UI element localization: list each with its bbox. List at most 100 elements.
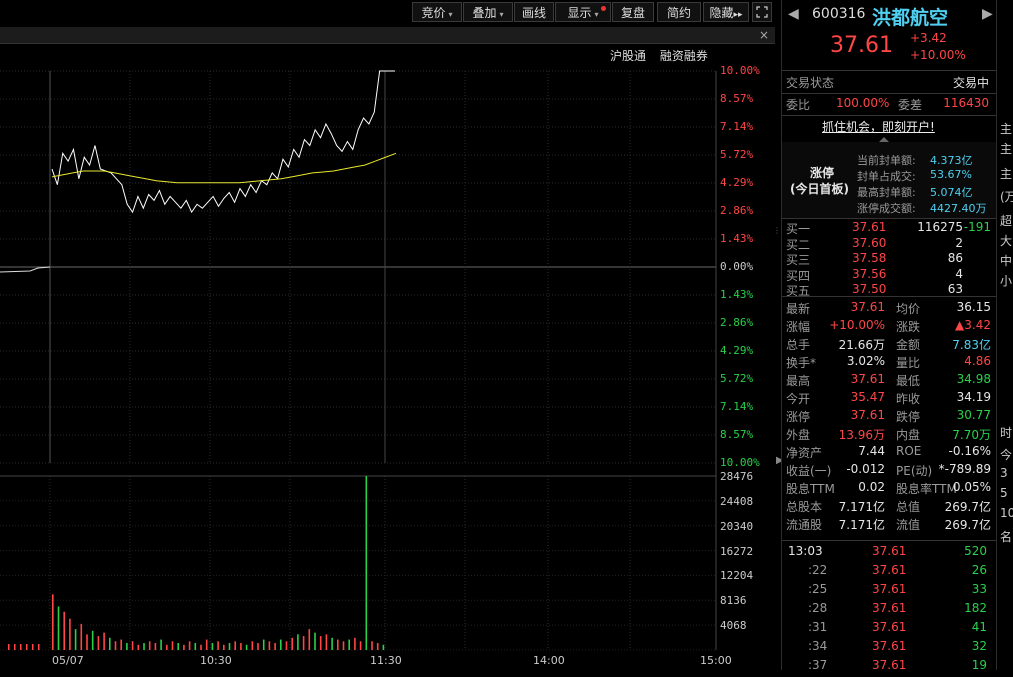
stock-name: 洪都航空 [872, 7, 949, 29]
side-strip-label: 大 [1000, 234, 1013, 248]
time-tick-label: 10:30 [200, 654, 232, 667]
pct-tick-label: 10.00% [720, 64, 760, 77]
volume-bar [337, 639, 339, 650]
volume-bar [38, 644, 40, 650]
volume-bar [354, 637, 356, 650]
volume-bar [376, 643, 379, 650]
tick-row[interactable]: :28 37.61 182 [808, 601, 987, 615]
price-line [51, 70, 395, 214]
replay-button[interactable]: 复盘 [612, 2, 654, 22]
volume-bar [228, 643, 231, 650]
volume-bar [382, 644, 385, 650]
pct-tick-label: 7.14% [720, 400, 754, 413]
open-account-link[interactable]: 抓住机会，即刻开户! [822, 120, 935, 134]
tick-row[interactable]: :37 37.61 19 [808, 658, 987, 672]
volume-bar [26, 644, 28, 650]
tick-row[interactable]: :34 37.61 32 [808, 639, 987, 653]
simple-mode-button[interactable]: 简约 [657, 2, 701, 22]
display-button[interactable]: 显示 ▾ [555, 2, 611, 22]
bid-level-row[interactable]: 买五 37.50 63 [786, 282, 963, 298]
tick-row[interactable]: :31 37.61 41 [808, 620, 987, 634]
pct-tick-label: 5.72% [720, 148, 754, 161]
volume-bar [183, 644, 185, 650]
hide-button[interactable]: 隐藏▸▸ [703, 2, 749, 22]
volume-bar [205, 639, 208, 650]
pre-market-line [0, 266, 51, 273]
volume-bar [97, 636, 100, 650]
volume-bar [245, 644, 248, 650]
volume-bar [268, 641, 271, 650]
volume-bar [20, 644, 22, 650]
next-stock-icon[interactable]: ▶ [982, 6, 993, 22]
volume-bar [325, 634, 328, 650]
volume-bar [359, 641, 362, 650]
volume-bar [331, 637, 333, 650]
volume-bar [52, 594, 54, 650]
volume-bar [223, 644, 225, 650]
volume-bar [319, 636, 322, 650]
bid-level-row[interactable]: 买一 37.61 116275 -191 [786, 220, 991, 236]
pct-tick-label: 1.43% [720, 232, 754, 245]
volume-bar [314, 632, 316, 650]
side-strip-label: 时 [1000, 426, 1013, 440]
volume-tick-label: 12204 [720, 569, 754, 583]
volume-bar [143, 643, 145, 650]
bid-level-row[interactable]: 买三 37.58 86 [786, 251, 963, 267]
tick-row[interactable]: :25 37.61 33 [808, 582, 987, 596]
bid-level-row[interactable]: 买四 37.56 4 [786, 266, 963, 283]
overlay-button[interactable]: 叠加 ▾ [463, 2, 513, 22]
price-change: +3.42 [910, 31, 947, 45]
intraday-chart[interactable] [0, 0, 778, 670]
volume-bar [126, 643, 128, 650]
pct-tick-label: 4.29% [720, 176, 754, 189]
volume-bar [262, 639, 265, 650]
volume-bar [371, 641, 373, 650]
volume-bar [171, 641, 174, 650]
quote-stat-row: 净资产 7.44 ROE -0.16% [786, 444, 991, 460]
collapse-panel-icon[interactable]: ▶ [776, 455, 784, 466]
volume-bar [342, 641, 345, 650]
volume-bar [32, 644, 34, 650]
order-ratio-row: 委比 100.00% 委差 116430 [786, 96, 989, 112]
prev-stock-icon[interactable]: ◀ [788, 6, 799, 22]
volume-bar [69, 618, 71, 650]
expand-icon[interactable] [752, 2, 772, 22]
side-strip-label: 主 [1000, 122, 1013, 136]
side-strip-label: (万 [1000, 190, 1013, 204]
volume-tick-label: 8136 [720, 594, 747, 608]
volume-tick-label: 4068 [720, 619, 747, 633]
time-tick-label: 11:30 [370, 654, 402, 667]
auction-button[interactable]: 竞价 ▾ [412, 2, 462, 22]
volume-bar [365, 476, 368, 650]
volume-bar [166, 644, 168, 650]
quote-panel: ◀ 600316 洪都航空 ▶ 37.61 +3.42 +10.00% 交易状态… [781, 0, 997, 672]
quote-stat-row: 换手* 3.02% 量比 4.86 [786, 354, 991, 370]
volume-bar [297, 634, 299, 650]
side-strip-label: 中 [1000, 254, 1013, 268]
pct-tick-label: 8.57% [720, 92, 754, 105]
quote-stat-row: 最高 37.61 最低 34.98 [786, 372, 991, 388]
stock-code: 600316 [812, 6, 866, 22]
volume-bar [80, 623, 83, 650]
volume-bar [280, 639, 282, 650]
drag-handle-icon[interactable]: ⋮ [773, 226, 781, 235]
quote-stat-row: 流通股 7.171亿 流值 269.7亿 [786, 518, 991, 532]
shanghai-connect-badge[interactable]: 沪股通 [610, 49, 647, 63]
draw-line-button[interactable]: 画线 [514, 2, 554, 22]
volume-bar [285, 641, 288, 650]
tick-row[interactable]: :22 37.61 26 [808, 563, 987, 577]
tick-row[interactable]: 13:03 37.61 520 [788, 544, 987, 558]
quote-stat-row: 总股本 7.171亿 总值 269.7亿 [786, 500, 991, 514]
quote-stat-row: 涨幅 +10.00% 涨跌 ▲3.42 [786, 318, 991, 334]
price-change-pct: +10.00% [910, 48, 966, 62]
volume-bar [257, 643, 259, 650]
close-icon[interactable]: × [758, 28, 769, 42]
volume-bar [57, 606, 60, 650]
bid-level-row[interactable]: 买二 37.60 2 [786, 235, 963, 252]
side-strip-label: 3 [1000, 466, 1008, 480]
margin-trading-badge[interactable]: 融资融券 [659, 49, 708, 63]
double-arrow-right-icon: ▸▸ [733, 10, 743, 20]
collapse-up-icon[interactable] [878, 137, 890, 143]
volume-bar [91, 630, 94, 650]
last-price: 37.61 [830, 33, 893, 58]
